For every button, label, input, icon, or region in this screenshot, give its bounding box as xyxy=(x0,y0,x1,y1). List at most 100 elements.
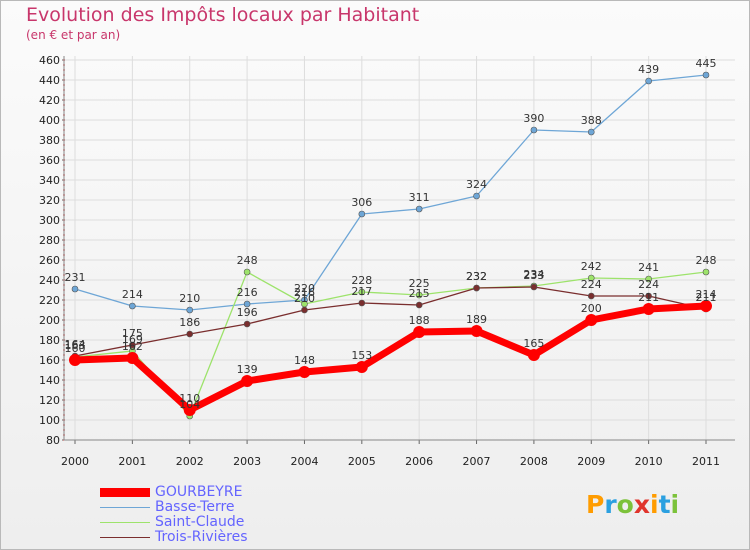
data-point xyxy=(587,128,595,136)
data-point xyxy=(645,292,652,300)
data-label: 163 xyxy=(65,339,86,352)
y-tick-label: 240 xyxy=(39,274,60,287)
data-label: 211 xyxy=(696,291,717,304)
data-label: 232 xyxy=(466,270,487,283)
data-label: 148 xyxy=(294,354,315,367)
data-point xyxy=(71,285,79,293)
series-line-basse-terre xyxy=(74,74,707,311)
x-tick-label: 2009 xyxy=(577,455,605,468)
y-tick-label: 300 xyxy=(39,214,60,227)
x-tick-label: 2001 xyxy=(118,455,146,468)
x-tick-label: 2008 xyxy=(520,455,548,468)
series-line-gourbeyre xyxy=(74,302,707,414)
data-point xyxy=(700,300,712,312)
plot-area xyxy=(64,56,735,440)
y-tick-label: 380 xyxy=(39,134,60,147)
data-label: 169 xyxy=(122,333,143,346)
y-tick-label: 400 xyxy=(39,114,60,127)
legend-item: Saint-Claude xyxy=(100,515,248,530)
data-point xyxy=(186,330,194,338)
data-label: 188 xyxy=(409,314,430,327)
y-tick-label: 220 xyxy=(39,294,60,307)
data-label: 225 xyxy=(409,277,430,290)
legend-swatch xyxy=(100,536,150,539)
data-point xyxy=(243,320,251,328)
data-label: 248 xyxy=(696,254,717,267)
data-point xyxy=(645,77,652,85)
y-tick-label: 440 xyxy=(39,74,60,87)
data-point xyxy=(69,354,81,366)
data-label: 216 xyxy=(237,286,258,299)
y-tick-label: 140 xyxy=(39,374,60,387)
data-label: 200 xyxy=(581,302,602,315)
legend-item: GOURBEYRE xyxy=(100,485,248,500)
data-label: 220 xyxy=(294,282,315,295)
data-label: 214 xyxy=(696,288,717,301)
y-tick-label: 320 xyxy=(39,194,60,207)
data-point xyxy=(473,192,480,200)
x-tick-label: 2007 xyxy=(463,455,491,468)
legend-swatch xyxy=(100,487,150,498)
data-label: 175 xyxy=(122,327,143,340)
y-tick-label: 200 xyxy=(39,314,60,327)
x-tick-label: 2006 xyxy=(405,455,433,468)
data-point xyxy=(470,325,483,337)
logo-letter: r xyxy=(604,490,617,519)
y-tick-label: 180 xyxy=(39,334,60,347)
data-label: 324 xyxy=(466,178,487,191)
data-label: 233 xyxy=(523,269,544,282)
legend-label: Trois-Rivières xyxy=(155,529,248,545)
y-tick-label: 360 xyxy=(39,154,60,167)
data-label: 210 xyxy=(179,292,200,305)
data-label: 215 xyxy=(409,287,430,300)
y-tick-label: 260 xyxy=(39,254,60,267)
data-label: 162 xyxy=(122,340,143,353)
logo-letter: P xyxy=(586,490,605,519)
data-label: 104 xyxy=(179,398,200,411)
data-label: 214 xyxy=(122,288,143,301)
logo-letter: i xyxy=(650,490,659,519)
data-label: 210 xyxy=(294,292,315,305)
x-tick-label: 2010 xyxy=(635,455,663,468)
data-point xyxy=(415,301,423,309)
legend-swatch xyxy=(100,506,150,509)
data-label: 388 xyxy=(581,114,602,127)
data-label: 241 xyxy=(638,261,659,274)
data-point xyxy=(413,326,426,338)
logo-letter: o xyxy=(616,490,634,519)
data-point xyxy=(527,349,540,361)
data-point xyxy=(298,366,311,378)
data-label: 232 xyxy=(466,270,487,283)
data-point xyxy=(129,302,136,310)
y-tick-label: 100 xyxy=(39,414,60,427)
x-tick-label: 2000 xyxy=(61,455,89,468)
data-point xyxy=(183,404,196,416)
data-point xyxy=(186,306,194,314)
data-label: 211 xyxy=(638,291,659,304)
data-label: 439 xyxy=(638,63,659,76)
data-point xyxy=(243,268,251,276)
x-tick-label: 2005 xyxy=(348,455,376,468)
x-tick-label: 2002 xyxy=(176,455,204,468)
data-label: 196 xyxy=(237,306,258,319)
data-point xyxy=(645,275,652,283)
data-point xyxy=(702,268,710,276)
legend-label: GOURBEYRE xyxy=(155,484,243,500)
data-label: 234 xyxy=(523,268,544,281)
data-label: 306 xyxy=(351,196,372,209)
chart-subtitle: (en € et par an) xyxy=(26,28,121,42)
data-label: 242 xyxy=(581,260,602,273)
data-label: 216 xyxy=(294,286,315,299)
data-label: 153 xyxy=(351,349,372,362)
legend-item: Trois-Rivières xyxy=(100,530,248,545)
legend-swatch xyxy=(100,521,150,524)
data-label: 160 xyxy=(65,342,86,355)
logo-letter: t xyxy=(658,490,671,519)
data-point xyxy=(587,274,595,282)
data-point xyxy=(530,126,538,134)
data-label: 311 xyxy=(409,191,430,204)
proxiti-logo: Proxiti xyxy=(586,490,679,519)
data-point xyxy=(301,306,308,314)
